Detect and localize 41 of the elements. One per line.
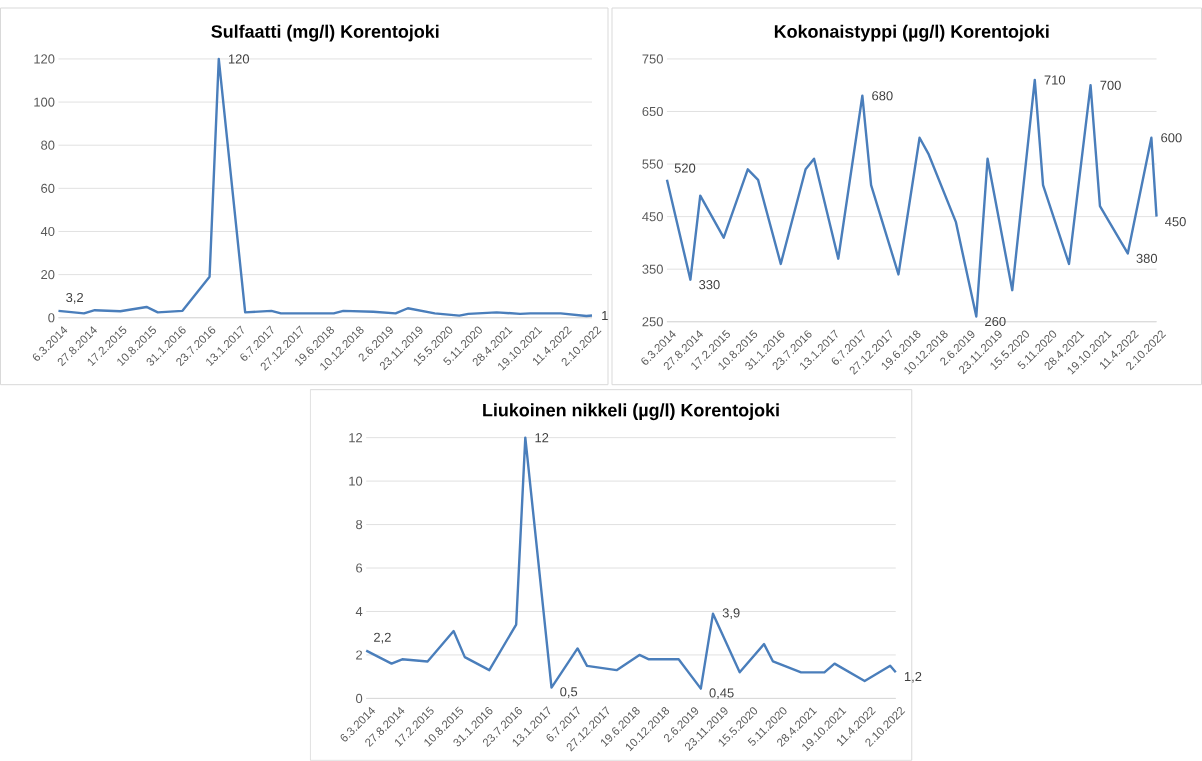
data-label: 120 — [228, 54, 250, 64]
data-label: 1 — [602, 311, 608, 321]
data-label: 680 — [872, 91, 893, 101]
data-label: 600 — [1161, 133, 1182, 143]
chart-title: Sulfaatti (mg/l) Korentojoki — [211, 24, 439, 42]
y-tick-label: 120 — [34, 54, 55, 64]
y-tick-label: 60 — [41, 183, 55, 193]
data-label: 3,9 — [722, 608, 740, 620]
y-tick-label: 12 — [349, 433, 363, 443]
y-tick-label: 100 — [34, 97, 55, 107]
data-label: 2,2 — [374, 632, 391, 644]
data-label: 260 — [985, 316, 1006, 327]
y-tick-label: 4 — [355, 607, 363, 616]
chart-title: Liukoinen nikkeli (µg/l) Korentojoki — [483, 403, 779, 421]
y-tick-label: 350 — [642, 264, 663, 274]
y-tick-label: 750 — [642, 54, 663, 64]
data-label: 3,2 — [66, 293, 83, 304]
data-label: 330 — [699, 280, 720, 290]
y-tick-label: 6 — [356, 563, 363, 573]
y-tick-label: 250 — [642, 317, 663, 327]
data-label: 0,5 — [560, 687, 578, 698]
data-label: 700 — [1100, 80, 1121, 90]
data-label: 1,2 — [904, 672, 922, 683]
y-tick-label: 8 — [356, 520, 363, 530]
data-label: 12 — [535, 433, 549, 443]
data-label: 450 — [1165, 217, 1186, 227]
data-label: 710 — [1044, 75, 1066, 85]
y-tick-label: 20 — [41, 270, 55, 280]
data-label: 520 — [674, 163, 696, 173]
chart-title: Kokonaistyppi (µg/l) Korentojoki — [774, 24, 1049, 42]
y-tick-label: 450 — [642, 212, 663, 222]
y-tick-label: 10 — [349, 476, 363, 486]
data-label: 380 — [1136, 253, 1158, 264]
y-tick-label: 0 — [355, 693, 363, 704]
y-tick-label: 2 — [356, 650, 363, 660]
y-tick-label: 40 — [40, 226, 55, 237]
y-tick-label: 80 — [41, 140, 55, 150]
y-tick-label: 550 — [642, 159, 663, 169]
y-tick-label: 0 — [48, 313, 55, 323]
y-tick-label: 650 — [642, 106, 663, 117]
data-label: 0,45 — [709, 688, 734, 700]
